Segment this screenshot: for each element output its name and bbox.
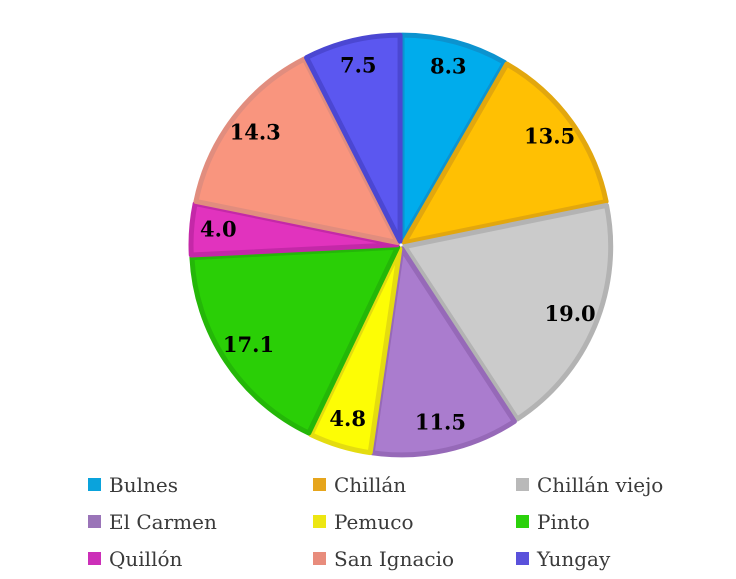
pie-slices bbox=[188, 32, 614, 458]
legend-swatch-icon bbox=[313, 552, 326, 565]
pie-slice-chillán-viejo bbox=[402, 202, 614, 422]
slice-value-label: 19.0 bbox=[544, 301, 595, 326]
legend-swatch-icon bbox=[516, 552, 529, 565]
legend-label: Chillán viejo bbox=[537, 472, 664, 497]
pie-slice-value-labels: 8.3 13.5 19.0 11.5 4.8 17.1 4.0 14.3 7.5 bbox=[200, 52, 596, 434]
legend-item-chillán-viejo: Chillán viejo bbox=[516, 475, 736, 495]
legend-swatch-icon bbox=[88, 552, 101, 565]
pie-slice-el-carmen bbox=[369, 246, 517, 458]
legend-label: Bulnes bbox=[109, 472, 178, 497]
pie-chart: 8.3 13.5 19.0 11.5 4.8 17.1 4.0 14.3 7.5 bbox=[188, 32, 614, 458]
pie-slice-pemuco bbox=[308, 246, 403, 456]
legend-item-el-carmen: El Carmen bbox=[88, 512, 313, 532]
legend-swatch-icon bbox=[516, 478, 529, 491]
legend-label: El Carmen bbox=[109, 509, 217, 534]
legend-label: San Ignacio bbox=[334, 546, 455, 571]
legend-item-bulnes: Bulnes bbox=[88, 475, 313, 495]
legend-swatch-icon bbox=[516, 515, 529, 528]
legend-swatch-icon bbox=[313, 478, 326, 491]
chart-legend: Bulnes Chillán Chillán viejo El Carmen Pemuc… bbox=[88, 466, 736, 577]
legend-swatch-icon bbox=[88, 515, 101, 528]
pie-slice-san-ignacio bbox=[193, 56, 401, 246]
legend-item-pinto: Pinto bbox=[516, 512, 736, 532]
legend-label: Pemuco bbox=[334, 509, 414, 534]
legend-swatch-icon bbox=[88, 478, 101, 491]
slice-value-label: 4.8 bbox=[329, 406, 366, 431]
pie-slice-pinto bbox=[189, 244, 401, 436]
legend-item-pemuco: Pemuco bbox=[313, 512, 516, 532]
slice-value-label: 7.5 bbox=[340, 52, 377, 77]
legend-swatch-icon bbox=[313, 515, 326, 528]
legend-item-yungay: Yungay bbox=[516, 549, 736, 569]
legend-item-san-ignacio: San Ignacio bbox=[313, 549, 516, 569]
legend-label: Chillán bbox=[334, 472, 407, 497]
legend-label: Pinto bbox=[537, 509, 590, 534]
slice-value-label: 14.3 bbox=[230, 120, 281, 145]
pie-slice-bulnes bbox=[399, 32, 508, 244]
slice-value-label: 11.5 bbox=[415, 409, 466, 434]
legend-item-chillán: Chillán bbox=[313, 475, 516, 495]
slice-value-label: 13.5 bbox=[524, 123, 575, 148]
slice-value-label: 4.0 bbox=[200, 217, 237, 242]
pie-slice-chillán bbox=[401, 61, 609, 246]
pie-slice-yungay bbox=[304, 32, 403, 244]
legend-item-quillón: Quillón bbox=[88, 549, 313, 569]
legend-label: Yungay bbox=[537, 546, 611, 571]
slice-value-label: 8.3 bbox=[430, 53, 467, 78]
legend-label: Quillón bbox=[109, 546, 183, 571]
slice-value-label: 17.1 bbox=[223, 332, 274, 357]
